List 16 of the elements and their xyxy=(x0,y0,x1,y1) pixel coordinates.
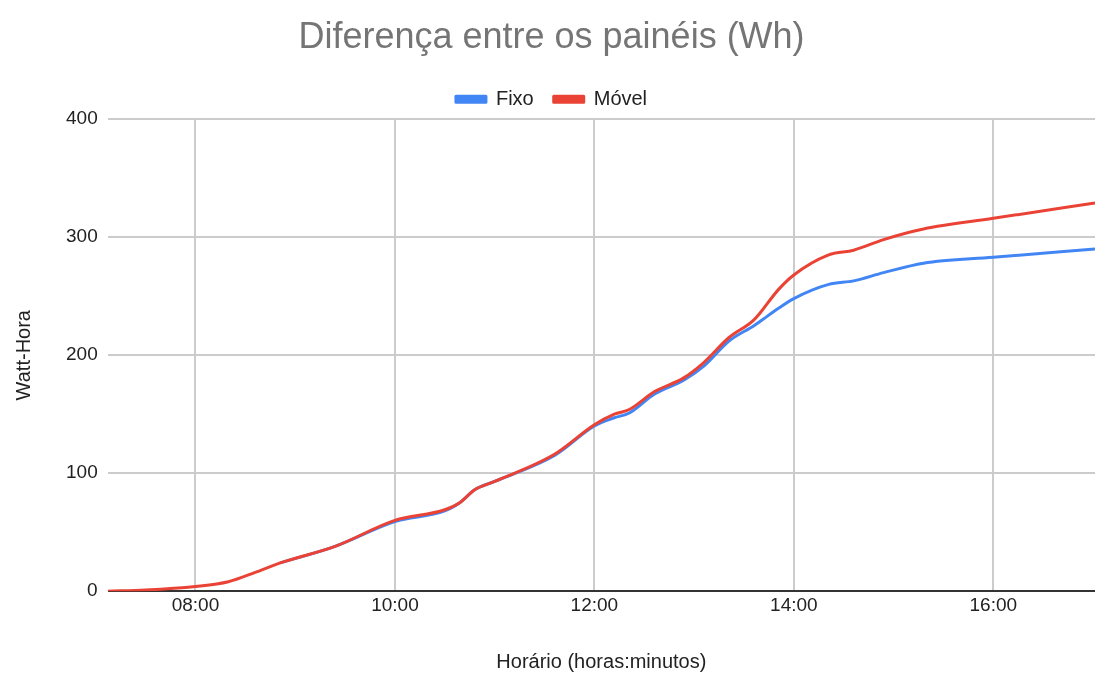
y-tick-label: 300 xyxy=(66,225,98,247)
y-tick-label: 0 xyxy=(87,579,98,601)
y-tick-label: 100 xyxy=(66,461,98,483)
x-tick-label: 14:00 xyxy=(770,593,818,615)
chart-title: Diferença entre os painéis (Wh) xyxy=(298,14,805,56)
x-tick-label: 08:00 xyxy=(171,593,220,615)
legend-label: Móvel xyxy=(593,86,648,109)
legend-label: Fixo xyxy=(495,86,534,109)
y-tick-label: 400 xyxy=(66,107,98,129)
x-axis-title: Horário (horas:minutos) xyxy=(496,649,707,672)
line-series xyxy=(107,201,1095,592)
x-tick-label: 12:00 xyxy=(570,593,619,615)
y-axis-title: Watt-Hora xyxy=(11,309,34,401)
x-tick-label: 10:00 xyxy=(371,593,419,615)
x-tick-label: 16:00 xyxy=(969,593,1018,615)
y-tick-label: 200 xyxy=(66,343,98,365)
